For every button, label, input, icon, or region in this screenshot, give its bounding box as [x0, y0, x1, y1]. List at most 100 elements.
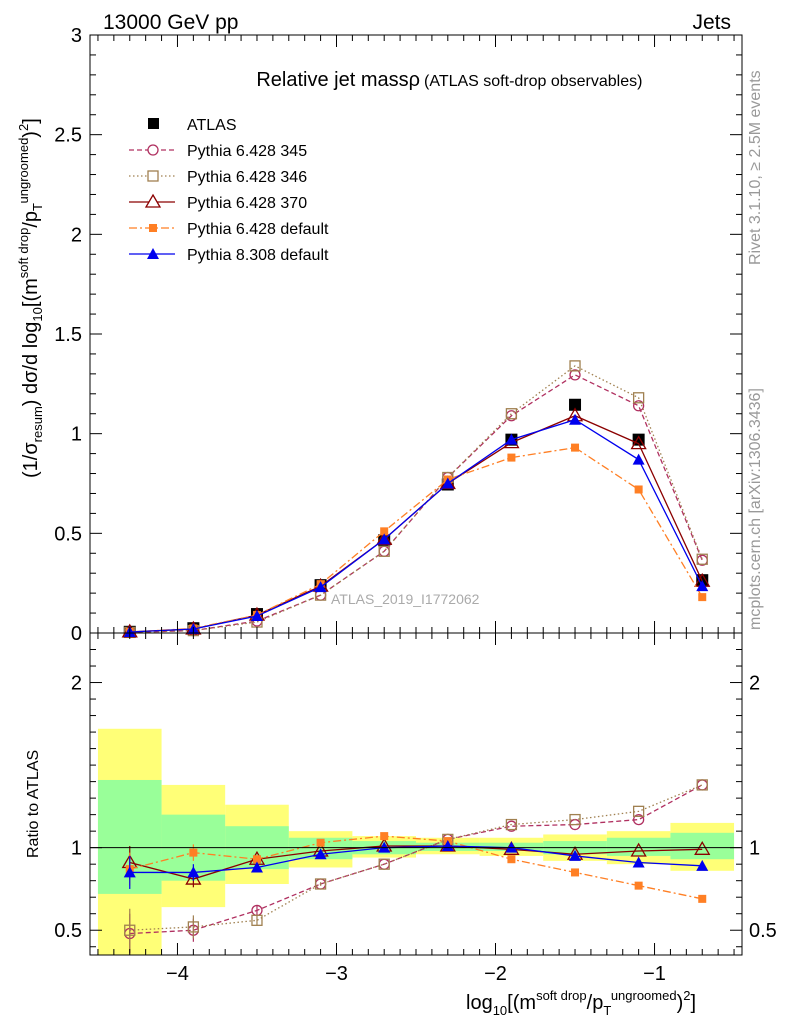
legend-marker-pythia-6428-370 — [144, 193, 162, 208]
ratio-point-pythia-6-428-346 — [505, 818, 518, 831]
ratio-series-line-pythia-6-428-370 — [129, 845, 703, 880]
legend-marker-pythia-6428-346 — [147, 170, 159, 182]
main-point-pythia-6-428-default — [698, 593, 707, 602]
main-point-pythia-6-428-346 — [696, 553, 708, 565]
main-point-pythia-8-308-default — [505, 433, 518, 445]
ratio-point-pythia-6-428-370 — [185, 870, 202, 885]
main-point-pythia-6-428-default — [507, 453, 516, 462]
legend-entry-pythia-6428-345: Pythia 6.428 345 — [129, 143, 307, 160]
ratio-point-pythia-8-308-default — [123, 866, 136, 878]
main-point-pythia-8-308-default — [569, 413, 582, 425]
ratio-point-pythia-6-428-345 — [632, 813, 645, 826]
main-y-axis-label: (1/σresum) dσ/d log10[(msoft drop/pTungr… — [16, 118, 45, 478]
main-y-tick-label: 1 — [71, 424, 82, 446]
chart-subtitle: (ATLAS soft-drop observables) — [424, 73, 642, 90]
main-y-tick-label: 2.5 — [54, 125, 82, 147]
legend-label-pythia-8308-default: Pythia 8.308 default — [187, 247, 329, 264]
main-point-atlas — [569, 398, 582, 411]
main-point-pythia-6-428-370 — [630, 435, 647, 450]
category-label: Jets — [692, 11, 731, 34]
ratio-point-pythia-6-428-370 — [694, 841, 711, 855]
main-point-pythia-8-308-default — [314, 581, 327, 593]
legend-marker-pythia-6428-345 — [147, 144, 159, 156]
ratio-y-axis-label: Ratio to ATLAS — [25, 750, 42, 858]
ratio-series-line-pythia-6-428-default — [129, 835, 703, 900]
ratio-panel-series — [121, 779, 711, 954]
ratio-y-tick-label-right: 1 — [749, 838, 760, 860]
main-point-pythia-8-308-default — [632, 453, 645, 465]
ratio-point-pythia-8-308-default — [314, 848, 327, 860]
main-y-tick-label: 0.5 — [54, 523, 82, 545]
ratio-y-tick-label-left: 2 — [71, 673, 82, 695]
analysis-watermark: ATLAS_2019_I1772062 — [331, 591, 480, 607]
ratio-point-pythia-6-428-346 — [632, 805, 645, 817]
legend: ATLAS Pythia 6.428 345 Pythia 6.428 346 … — [129, 117, 329, 264]
legend-label-pythia-6428-345: Pythia 6.428 345 — [187, 143, 307, 160]
ratio-point-pythia-6-428-346 — [124, 924, 136, 936]
main-series-line-pythia-8-308-default — [129, 419, 703, 633]
ratio-point-pythia-6-428-default — [252, 855, 261, 864]
legend-entry-atlas: ATLAS — [148, 117, 237, 134]
main-point-pythia-6-428-default — [634, 485, 643, 494]
main-panel-series — [121, 360, 711, 639]
ratio-point-pythia-6-428-346 — [314, 878, 327, 890]
ratio-point-pythia-6-428-default — [698, 894, 707, 903]
x-axis-label: log10[(msoft drop/pTungroomed)2] — [466, 988, 696, 1018]
main-point-pythia-6-428-345 — [569, 369, 581, 381]
ratio-point-pythia-8-308-default — [632, 856, 645, 868]
ratio-y-tick-label-left: 1 — [71, 838, 82, 860]
main-point-pythia-6-428-default — [380, 527, 389, 536]
x-tick-label: −3 — [325, 963, 348, 985]
legend-label-pythia-6428-370: Pythia 6.428 370 — [187, 195, 307, 212]
legend-marker-pythia-6428-default — [149, 224, 157, 232]
main-point-pythia-6-428-346 — [505, 408, 518, 420]
legend-label-atlas: ATLAS — [187, 117, 237, 134]
ratio-point-pythia-6-428-346 — [569, 813, 581, 826]
x-tick-label: −4 — [166, 963, 189, 985]
ratio-point-pythia-6-428-370 — [630, 842, 647, 857]
ratio-point-pythia-8-308-default — [696, 859, 709, 871]
legend-entry-pythia-6428-default: Pythia 6.428 default — [129, 221, 329, 238]
x-tick-label: −2 — [484, 963, 507, 985]
ratio-series-line-pythia-8-308-default — [129, 845, 703, 874]
main-series-line-pythia-6-428-346 — [129, 365, 703, 634]
ratio-point-pythia-6-428-default — [189, 848, 198, 857]
ratio-y-tick-label-right: 2 — [749, 673, 760, 695]
main-y-tick-label: 0 — [71, 623, 82, 645]
ratio-point-pythia-6-428-default — [571, 868, 580, 877]
legend-label-pythia-6428-default: Pythia 6.428 default — [187, 221, 329, 238]
main-point-pythia-6-428-346 — [378, 545, 390, 557]
ratio-point-pythia-8-308-default — [250, 861, 263, 873]
main-point-pythia-6-428-346 — [569, 360, 581, 372]
ratio-point-pythia-6-428-345 — [696, 779, 708, 791]
x-tick-label: −1 — [643, 963, 666, 985]
main-point-pythia-8-308-default — [441, 477, 454, 489]
ratio-series-line-pythia-6-428-346 — [129, 784, 703, 931]
ratio-point-pythia-6-428-346 — [187, 921, 200, 933]
legend-entry-pythia-6428-346: Pythia 6.428 346 — [129, 169, 307, 186]
ratio-point-pythia-6-428-346 — [696, 779, 708, 791]
main-point-pythia-6-428-346 — [632, 392, 645, 404]
ratio-point-pythia-6-428-default — [507, 855, 516, 864]
chart-title: Relative jet massρ — [256, 69, 420, 91]
ratio-point-pythia-8-308-default — [187, 866, 200, 878]
main-series-line-pythia-6-428-345 — [129, 374, 703, 634]
main-y-tick-label: 1.5 — [54, 324, 82, 346]
ratio-point-pythia-8-308-default — [569, 849, 582, 861]
ratio-y-tick-label-left: 0.5 — [54, 920, 82, 942]
legend-marker-pythia-8308-default — [147, 248, 159, 259]
ratio-point-pythia-6-428-default — [634, 881, 643, 890]
ratio-point-pythia-6-428-default — [316, 838, 325, 847]
ratio-series-line-pythia-6-428-345 — [129, 784, 703, 935]
main-point-pythia-8-308-default — [696, 580, 709, 592]
main-point-pythia-8-308-default — [378, 533, 391, 545]
main-point-pythia-6-428-345 — [632, 400, 645, 412]
legend-marker-atlas — [148, 118, 159, 129]
legend-entry-pythia-8308-default: Pythia 8.308 default — [129, 247, 329, 264]
axes — [89, 34, 743, 956]
ratio-point-pythia-6-428-346 — [378, 858, 390, 870]
ratio-point-pythia-8-308-default — [441, 840, 454, 852]
energy-label: 13000 GeV pp — [103, 11, 238, 34]
main-point-pythia-6-428-default — [571, 443, 580, 452]
